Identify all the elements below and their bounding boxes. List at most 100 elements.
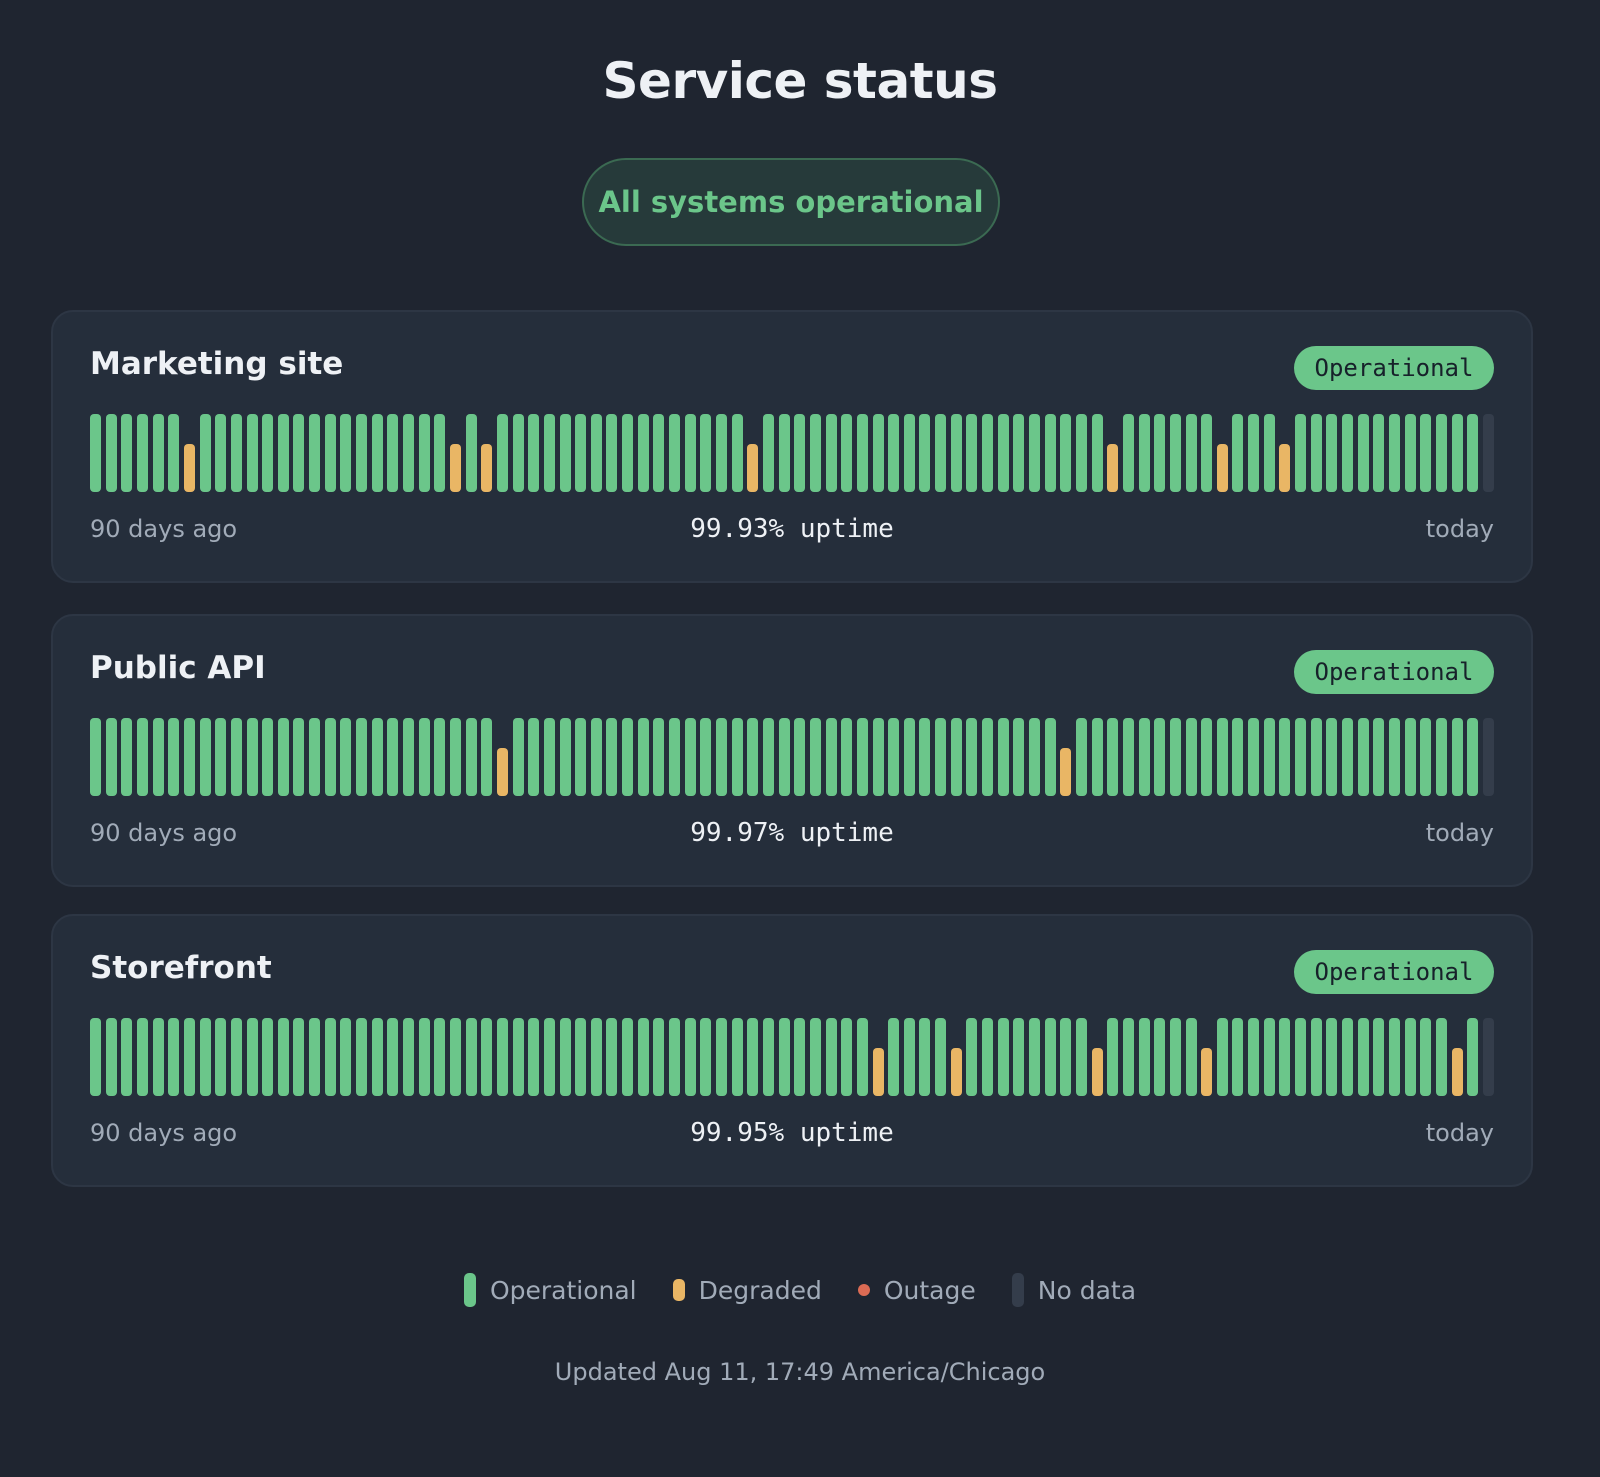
day-bar-operational[interactable] xyxy=(762,414,774,492)
day-bar-operational[interactable] xyxy=(1075,414,1087,492)
day-bar-operational[interactable] xyxy=(888,718,900,796)
day-bar-operational[interactable] xyxy=(528,414,540,492)
day-bar-operational[interactable] xyxy=(1122,718,1134,796)
day-bar-operational[interactable] xyxy=(1107,1018,1119,1096)
day-bar-operational[interactable] xyxy=(575,414,587,492)
day-bar-operational[interactable] xyxy=(1467,718,1479,796)
day-bar-operational[interactable] xyxy=(1185,414,1197,492)
day-bar-operational[interactable] xyxy=(1044,1018,1056,1096)
day-bar-operational[interactable] xyxy=(559,414,571,492)
day-bar-degraded[interactable] xyxy=(1451,1048,1463,1096)
day-bar-operational[interactable] xyxy=(1420,718,1432,796)
day-bar-operational[interactable] xyxy=(982,1018,994,1096)
day-bar-operational[interactable] xyxy=(121,1018,133,1096)
day-bar-operational[interactable] xyxy=(1451,414,1463,492)
day-bar-operational[interactable] xyxy=(762,718,774,796)
day-bar-operational[interactable] xyxy=(90,414,101,492)
day-bar-operational[interactable] xyxy=(324,718,336,796)
day-bar-operational[interactable] xyxy=(215,414,227,492)
day-bar-operational[interactable] xyxy=(371,718,383,796)
day-bar-operational[interactable] xyxy=(794,718,806,796)
day-bar-operational[interactable] xyxy=(1013,718,1025,796)
day-bar-operational[interactable] xyxy=(168,1018,180,1096)
day-bar-degraded[interactable] xyxy=(747,444,759,492)
day-bar-operational[interactable] xyxy=(1091,414,1103,492)
day-bar-operational[interactable] xyxy=(309,1018,321,1096)
day-bar-operational[interactable] xyxy=(481,718,493,796)
day-bar-operational[interactable] xyxy=(387,718,399,796)
day-bar-operational[interactable] xyxy=(371,1018,383,1096)
day-bar-operational[interactable] xyxy=(418,718,430,796)
day-bar-operational[interactable] xyxy=(1420,1018,1432,1096)
day-bar-operational[interactable] xyxy=(293,1018,305,1096)
day-bar-operational[interactable] xyxy=(1216,1018,1228,1096)
day-bar-degraded[interactable] xyxy=(1216,444,1228,492)
day-bar-operational[interactable] xyxy=(903,1018,915,1096)
day-bar-operational[interactable] xyxy=(512,1018,524,1096)
day-bar-operational[interactable] xyxy=(293,414,305,492)
day-bar-operational[interactable] xyxy=(575,1018,587,1096)
day-bar-operational[interactable] xyxy=(997,414,1009,492)
day-bar-operational[interactable] xyxy=(966,1018,978,1096)
day-bar-operational[interactable] xyxy=(262,414,274,492)
day-bar-operational[interactable] xyxy=(856,414,868,492)
day-bar-operational[interactable] xyxy=(1357,718,1369,796)
day-bar-operational[interactable] xyxy=(622,718,634,796)
day-bar-operational[interactable] xyxy=(496,414,508,492)
day-bar-operational[interactable] xyxy=(1201,718,1213,796)
day-bar-operational[interactable] xyxy=(888,414,900,492)
day-bar-operational[interactable] xyxy=(653,1018,665,1096)
day-bar-operational[interactable] xyxy=(1201,414,1213,492)
day-bar-operational[interactable] xyxy=(215,1018,227,1096)
day-bar-operational[interactable] xyxy=(434,718,446,796)
day-bar-operational[interactable] xyxy=(966,718,978,796)
day-bar-operational[interactable] xyxy=(778,1018,790,1096)
day-bar-operational[interactable] xyxy=(293,718,305,796)
day-bar-operational[interactable] xyxy=(1404,718,1416,796)
day-bar-operational[interactable] xyxy=(105,414,117,492)
day-bar-operational[interactable] xyxy=(653,718,665,796)
day-bar-operational[interactable] xyxy=(1060,1018,1072,1096)
day-bar-operational[interactable] xyxy=(449,718,461,796)
day-bar-operational[interactable] xyxy=(199,414,211,492)
day-bar-operational[interactable] xyxy=(1373,414,1385,492)
day-bar-operational[interactable] xyxy=(543,414,555,492)
day-bar-operational[interactable] xyxy=(481,1018,493,1096)
day-bar-operational[interactable] xyxy=(1310,718,1322,796)
day-bar-operational[interactable] xyxy=(449,1018,461,1096)
day-bar-operational[interactable] xyxy=(1342,718,1353,796)
day-bar-operational[interactable] xyxy=(716,1018,727,1096)
day-bar-operational[interactable] xyxy=(512,718,524,796)
day-bar-operational[interactable] xyxy=(700,718,712,796)
day-bar-operational[interactable] xyxy=(559,1018,571,1096)
day-bar-operational[interactable] xyxy=(152,414,164,492)
day-bar-operational[interactable] xyxy=(136,1018,148,1096)
day-bar-operational[interactable] xyxy=(1326,718,1338,796)
day-bar-operational[interactable] xyxy=(809,1018,821,1096)
day-bar-operational[interactable] xyxy=(309,414,321,492)
day-bar-operational[interactable] xyxy=(1091,718,1103,796)
day-bar-operational[interactable] xyxy=(1310,1018,1322,1096)
day-bar-operational[interactable] xyxy=(496,1018,508,1096)
day-bar-operational[interactable] xyxy=(1388,718,1400,796)
day-bar-operational[interactable] xyxy=(387,414,399,492)
day-bar-operational[interactable] xyxy=(731,1018,743,1096)
day-bar-operational[interactable] xyxy=(809,718,821,796)
day-bar-operational[interactable] xyxy=(825,1018,837,1096)
day-bar-operational[interactable] xyxy=(919,718,931,796)
day-bar-operational[interactable] xyxy=(982,718,994,796)
day-bar-operational[interactable] xyxy=(105,1018,117,1096)
day-bar-operational[interactable] xyxy=(465,1018,477,1096)
day-bar-operational[interactable] xyxy=(262,718,274,796)
day-bar-operational[interactable] xyxy=(1154,1018,1166,1096)
day-bar-no-data[interactable] xyxy=(1482,414,1494,492)
day-bar-degraded[interactable] xyxy=(1107,444,1119,492)
day-bar-operational[interactable] xyxy=(356,1018,368,1096)
day-bar-operational[interactable] xyxy=(277,1018,289,1096)
day-bar-operational[interactable] xyxy=(356,414,368,492)
day-bar-operational[interactable] xyxy=(90,718,101,796)
day-bar-operational[interactable] xyxy=(982,414,994,492)
day-bar-operational[interactable] xyxy=(669,414,681,492)
day-bar-operational[interactable] xyxy=(1122,414,1134,492)
day-bar-operational[interactable] xyxy=(731,414,743,492)
